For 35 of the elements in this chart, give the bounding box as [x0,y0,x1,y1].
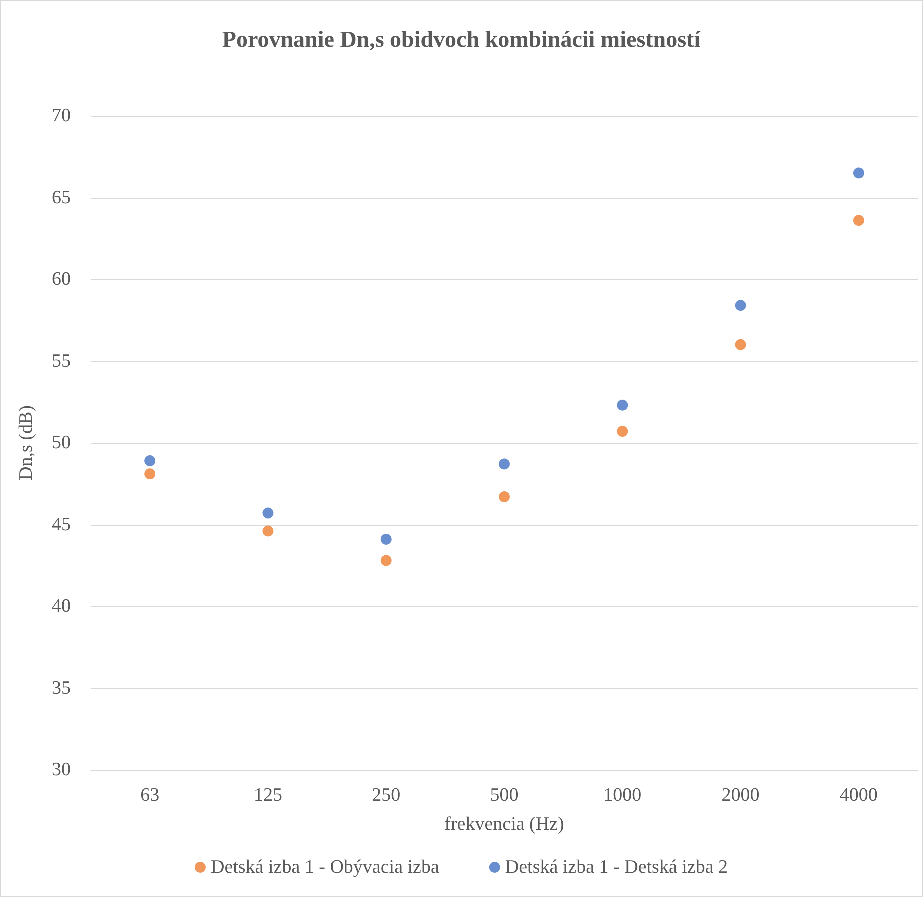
x-tick-label: 2000 [722,785,760,806]
x-tick-label: 4000 [840,785,878,806]
y-tick-label: 30 [52,760,71,780]
point [617,400,628,411]
point [853,215,864,226]
y-tick-label: 55 [52,350,71,372]
y-tick-label: 35 [52,678,71,699]
x-tick-label: 125 [254,785,282,806]
legend-label: Detská izba 1 - Obývacia izba [210,857,440,878]
x-tick-label: 250 [372,785,401,806]
point [262,508,274,519]
point [735,339,746,350]
point [499,491,510,502]
x-tick-label: 1000 [604,785,642,806]
y-tick-label: 45 [52,514,71,536]
y-tick-label: 50 [52,432,71,454]
point [735,300,746,312]
point [617,426,628,438]
point [853,168,864,179]
x-axis-title: frekvencia (Hz) [444,814,564,835]
y-tick-label: 65 [52,187,71,208]
x-tick-label: 500 [490,785,519,806]
chart-title: Porovnanie Dn,s obidvoch kombinácii miestností [222,27,702,52]
point [380,555,392,566]
point [144,455,156,466]
point [380,534,392,545]
point [262,526,274,537]
point [499,458,510,470]
legend-label: Detská izba 1 - Detská izba 2 [505,857,728,878]
y-axis-title: Dn,s (dB) [16,406,37,480]
y-tick-label: 70 [52,106,71,126]
y-tick-label: 60 [52,269,71,290]
point [144,468,156,480]
y-tick-label: 40 [52,596,71,617]
x-tick-label: 63 [140,785,160,806]
